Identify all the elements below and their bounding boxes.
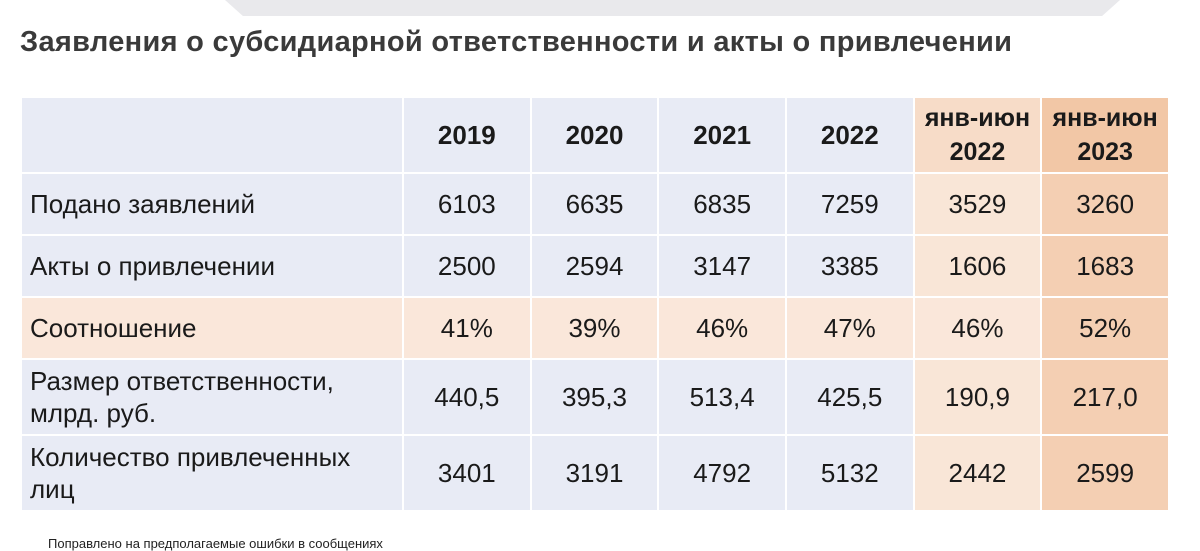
top-decorative-band [225, 0, 1120, 16]
row-label-applications: Подано заявлений [22, 174, 402, 234]
data-table: 2019 2020 2021 2022 янв-июн 2022 янв-июн… [20, 96, 1170, 512]
cell-value: 3260 [1042, 174, 1168, 234]
header-jan-jun-2023: янв-июн 2023 [1042, 98, 1168, 172]
cell-value: 3401 [404, 436, 530, 510]
header-2020: 2020 [531, 98, 658, 172]
row-label-persons: Количество привлеченных лиц [22, 436, 402, 510]
header-2019: 2019 [404, 98, 530, 172]
cell-value: 3385 [786, 236, 913, 296]
cell-value: 1606 [914, 236, 1041, 296]
header-jan-jun-2022: янв-июн 2022 [914, 98, 1041, 172]
cell-value: 39% [531, 298, 658, 358]
cell-value: 2599 [1042, 436, 1168, 510]
cell-value: 4792 [659, 436, 785, 510]
cell-value: 46% [659, 298, 785, 358]
row-label-acts: Акты о привлечении [22, 236, 402, 296]
cell-value: 2442 [914, 436, 1041, 510]
row-label-persons-line2: лиц [30, 474, 75, 504]
row-label-liability: Размер ответственности, млрд. руб. [22, 360, 402, 434]
page-title: Заявления о субсидиарной ответственности… [20, 26, 1013, 58]
cell-value: 513,4 [659, 360, 785, 434]
table-row-applications: Подано заявлений 6103 6635 6835 7259 352… [22, 174, 1168, 234]
cell-value: 6103 [404, 174, 530, 234]
cell-value: 7259 [786, 174, 913, 234]
cell-value: 6635 [531, 174, 658, 234]
cell-value: 395,3 [531, 360, 658, 434]
cell-value: 46% [914, 298, 1041, 358]
row-label-liability-line1: Размер ответственности, [30, 366, 334, 396]
cell-value: 2500 [404, 236, 530, 296]
cell-value: 425,5 [786, 360, 913, 434]
header-jan-jun-2023-line2: 2023 [1077, 138, 1133, 166]
cell-value: 5132 [786, 436, 913, 510]
cell-value: 1683 [1042, 236, 1168, 296]
cell-value: 3147 [659, 236, 785, 296]
cell-value: 41% [404, 298, 530, 358]
cell-value: 3191 [531, 436, 658, 510]
cell-value: 190,9 [914, 360, 1041, 434]
table-header-row: 2019 2020 2021 2022 янв-июн 2022 янв-июн… [22, 98, 1168, 172]
table-row-persons: Количество привлеченных лиц 3401 3191 47… [22, 436, 1168, 510]
cell-value: 52% [1042, 298, 1168, 358]
table-row-acts: Акты о привлечении 2500 2594 3147 3385 1… [22, 236, 1168, 296]
cell-value: 3529 [914, 174, 1041, 234]
header-jan-jun-2022-line1: янв-июн [924, 104, 1031, 132]
cell-value: 47% [786, 298, 913, 358]
cell-value: 2594 [531, 236, 658, 296]
table-row-liability: Размер ответственности, млрд. руб. 440,5… [22, 360, 1168, 434]
row-label-liability-line2: млрд. руб. [30, 398, 157, 428]
header-empty-cell [22, 98, 402, 172]
row-label-persons-line1: Количество привлеченных [30, 442, 351, 472]
header-jan-jun-2022-line2: 2022 [949, 138, 1006, 166]
header-jan-jun-2023-line1: янв-июн [1052, 104, 1158, 132]
cell-value: 217,0 [1042, 360, 1168, 434]
table-row-ratio: Соотношение 41% 39% 46% 47% 46% 52% [22, 298, 1168, 358]
cell-value: 440,5 [404, 360, 530, 434]
row-label-ratio: Соотношение [22, 298, 402, 358]
header-2022: 2022 [786, 98, 913, 172]
header-2021: 2021 [659, 98, 785, 172]
footnote: Поправлено на предполагаемые ошибки в со… [48, 536, 383, 551]
cell-value: 6835 [659, 174, 785, 234]
